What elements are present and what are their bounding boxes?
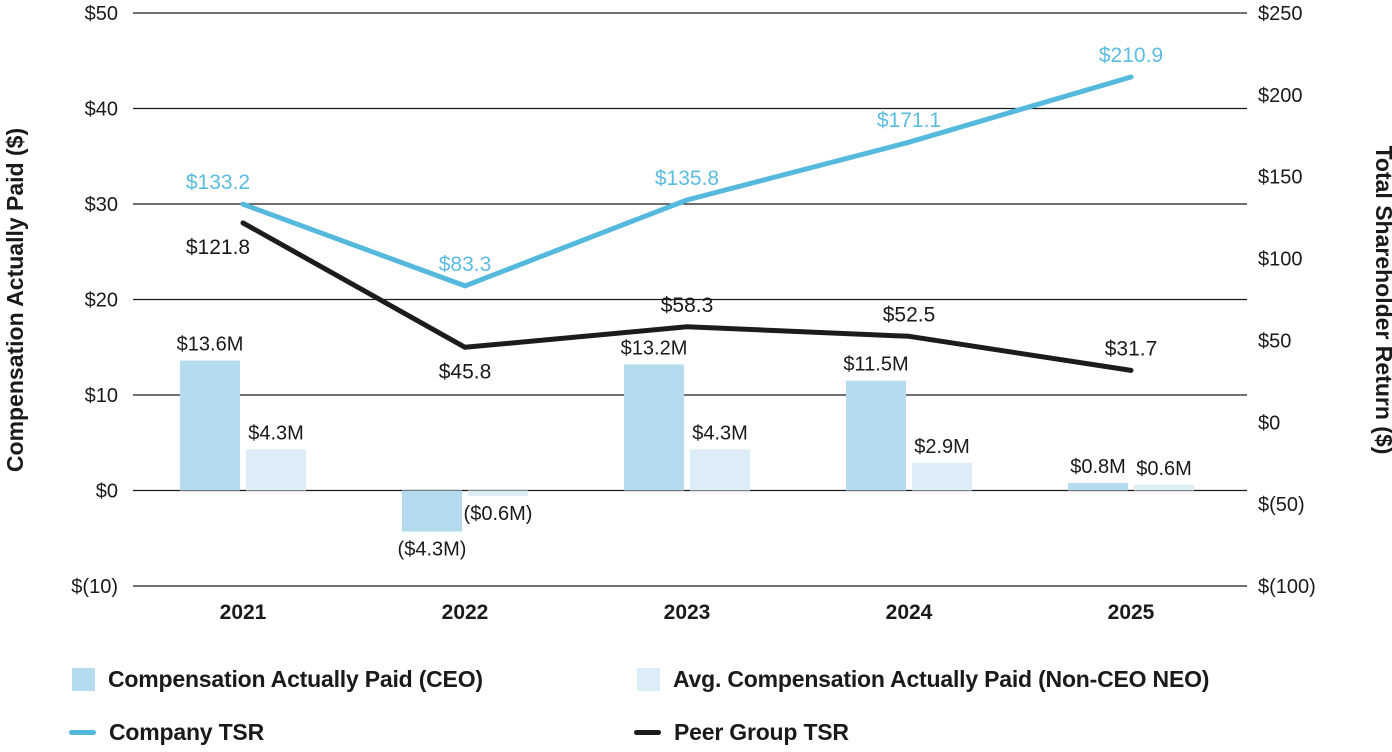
bar-label-neo-cap-2023: $4.3M: [692, 422, 748, 444]
legend-item-company-tsr: Company TSR: [69, 719, 264, 746]
line-label-peer-group-tsr-2025: $31.7: [1105, 337, 1158, 360]
legend-label-company-tsr: Company TSR: [109, 719, 264, 745]
left-axis-tick-label: $50: [85, 3, 118, 25]
line-label-company-tsr-2022: $83.3: [439, 253, 492, 276]
bar-label-neo-cap-2025: $0.6M: [1136, 458, 1192, 480]
legend-item-neo-cap: Avg. Compensation Actually Paid (Non-CEO…: [637, 666, 1209, 693]
bar-neo-cap-2025: [1134, 484, 1194, 491]
bar-label-ceo-cap-2024: $11.5M: [843, 354, 908, 376]
line-label-company-tsr-2021: $133.2: [186, 171, 250, 194]
ceo-cap-swatch-icon: [72, 668, 95, 691]
company-tsr-line-icon: [69, 730, 96, 735]
line-label-peer-group-tsr-2023: $58.3: [661, 294, 714, 317]
line-peer-group-tsr: [240, 220, 1134, 373]
line-company-tsr: [240, 74, 1134, 289]
bar-ceo-cap-2022: [402, 490, 462, 532]
neo-cap-swatch-icon: [637, 668, 660, 691]
peer-group-tsr-line-icon: [634, 730, 661, 735]
bar-label-neo-cap-2024: $2.9M: [914, 436, 970, 458]
bar-ceo-cap-2021: [180, 360, 240, 491]
x-axis-year-label: 2024: [886, 601, 933, 624]
line-label-company-tsr-2025: $210.9: [1099, 44, 1163, 67]
left-axis-title: Compensation Actually Paid ($): [2, 128, 28, 472]
legend-label-ceo-cap: Compensation Actually Paid (CEO): [108, 666, 483, 692]
bar-label-neo-cap-2022: ($0.6M): [464, 503, 533, 525]
x-axis-year-label: 2022: [442, 601, 489, 624]
line-label-peer-group-tsr-2024: $52.5: [883, 303, 936, 326]
line-label-peer-group-tsr-2022: $45.8: [439, 360, 492, 383]
bar-ceo-cap-2025: [1068, 482, 1128, 491]
bar-label-ceo-cap-2023: $13.2M: [621, 337, 688, 359]
left-axis-tick-label: $(10): [71, 576, 118, 598]
left-axis-tick-label: $30: [85, 194, 118, 216]
right-axis-tick-label: $50: [1258, 330, 1291, 352]
right-axis-tick-label: $(100): [1258, 576, 1316, 598]
line-label-peer-group-tsr-2021: $121.8: [186, 236, 250, 259]
right-axis-tick-label: $150: [1258, 167, 1303, 189]
right-axis-tick-label: $100: [1258, 249, 1303, 271]
right-axis-tick-label: $0: [1258, 412, 1280, 434]
bar-neo-cap-2024: [912, 462, 972, 491]
legend-item-ceo-cap: Compensation Actually Paid (CEO): [72, 666, 483, 693]
bar-label-ceo-cap-2022: ($4.3M): [398, 539, 467, 561]
left-axis-tick-label: $20: [85, 290, 118, 312]
left-axis-tick-label: $40: [85, 99, 118, 121]
right-axis-title: Total Shareholder Return ($): [1371, 146, 1392, 455]
bar-label-neo-cap-2021: $4.3M: [248, 422, 304, 444]
x-axis-year-label: 2021: [220, 601, 267, 624]
bar-neo-cap-2022: [468, 490, 528, 497]
bar-neo-cap-2021: [246, 449, 306, 491]
bar-label-ceo-cap-2025: $0.8M: [1070, 456, 1126, 478]
legend-item-peer-group-tsr: Peer Group TSR: [634, 719, 849, 746]
right-axis-tick-label: $200: [1258, 85, 1303, 107]
bar-neo-cap-2023: [690, 449, 750, 491]
legend-label-peer-group-tsr: Peer Group TSR: [674, 719, 849, 745]
bar-ceo-cap-2023: [624, 364, 684, 491]
left-axis-tick-label: $0: [96, 481, 118, 503]
line-label-company-tsr-2023: $135.8: [655, 167, 719, 190]
bar-label-ceo-cap-2021: $13.6M: [177, 334, 244, 356]
x-axis-year-label: 2025: [1108, 601, 1155, 624]
bar-ceo-cap-2024: [846, 380, 906, 491]
x-axis-year-label: 2023: [664, 601, 711, 624]
legend-label-neo-cap: Avg. Compensation Actually Paid (Non-CEO…: [673, 666, 1210, 692]
left-axis-tick-label: $10: [85, 385, 118, 407]
right-axis-tick-label: $250: [1258, 3, 1303, 25]
right-axis-tick-label: $(50): [1258, 494, 1305, 516]
line-label-company-tsr-2024: $171.1: [877, 109, 941, 132]
